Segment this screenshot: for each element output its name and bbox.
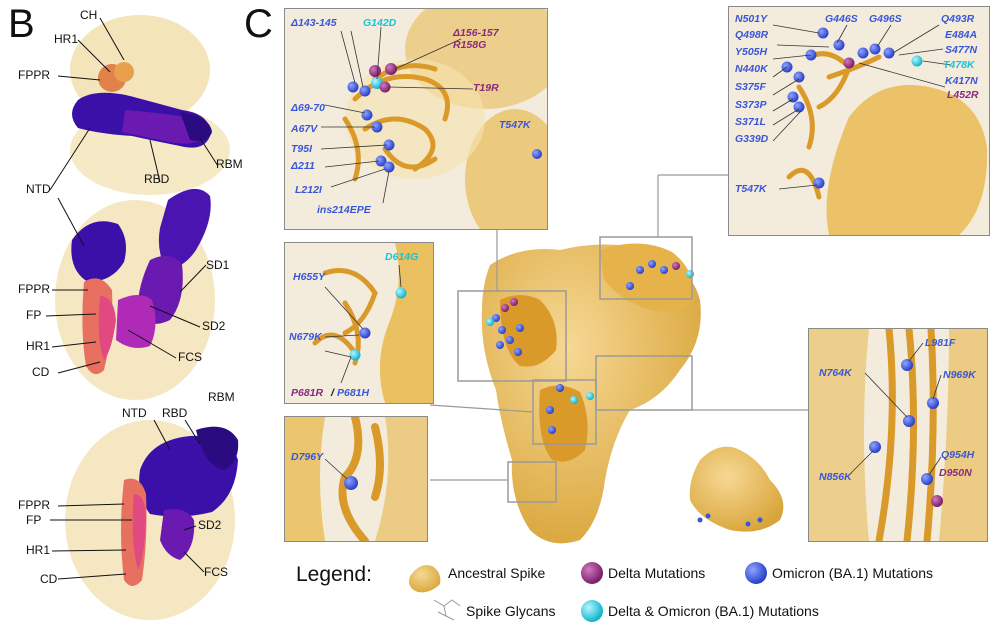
label-cd-bottom: CD (40, 572, 58, 586)
mut-n679k: N679K (289, 331, 322, 343)
label-hr1-mid: HR1 (26, 339, 51, 353)
label-ntd-top: NTD (26, 182, 51, 196)
mini-spike (689, 446, 784, 532)
legend-ancestral-icon (409, 565, 441, 593)
panel-b-mid-structure (55, 188, 215, 400)
label-sd1: SD1 (206, 258, 230, 272)
legend-title: Legend: (296, 563, 372, 586)
panel-b-leader-lines (45, 17, 219, 580)
label-sd2-mid: SD2 (202, 319, 226, 333)
label-hr1-top: HR1 (54, 32, 79, 46)
mut-slash: / (331, 387, 334, 399)
mut-d950n: D950N (939, 467, 972, 479)
mut-a67v: A67V (291, 123, 318, 135)
panel-b-letter: B (8, 2, 35, 46)
cd-zoom-box: D796Y (284, 416, 428, 542)
mut-n501y: N501Y (735, 13, 768, 25)
label-rbd-bottom: RBD (162, 406, 188, 420)
mut-d143-145: Δ143-145 (291, 17, 337, 29)
label-rbm-top: RBM (216, 157, 243, 171)
panel-b-top-structure (70, 15, 230, 195)
mut-g496s: G496S (869, 13, 902, 25)
mut-l452r: L452R (947, 89, 979, 101)
mut-q954h: Q954H (941, 449, 975, 461)
mut-n856k: N856K (819, 471, 852, 483)
label-fp-bottom: FP (26, 513, 42, 527)
mut-g142d: G142D (363, 17, 397, 29)
mut-p681h: P681H (337, 387, 370, 399)
mut-p681r: P681R (291, 387, 324, 399)
mut-s375f: S375F (735, 81, 766, 93)
panel-b-bottom-structure (65, 420, 239, 620)
label-rbd-top: RBD (144, 172, 170, 186)
mut-s477n: S477N (945, 44, 978, 56)
mut-k417n: K417N (945, 75, 978, 87)
mut-n969k: N969K (943, 369, 976, 381)
mut-g339d: G339D (735, 133, 769, 145)
label-ch: CH (80, 8, 98, 22)
label-fppr-top: FPPR (18, 68, 51, 82)
mut-ins214epe: ins214EPE (317, 204, 371, 216)
mut-n440k: N440K (735, 63, 768, 75)
mut-l981f: L981F (925, 337, 956, 349)
label-fppr-bottom: FPPR (18, 498, 51, 512)
ntd-zoom-box: Δ143-145 G142D Δ156-157 R158G T19R Δ69-7… (284, 8, 548, 230)
mut-h655y: H655Y (293, 271, 326, 283)
mut-n764k: N764K (819, 367, 852, 379)
label-fcs-bottom: FCS (204, 565, 228, 579)
legend-ancestral-label: Ancestral Spike (448, 565, 546, 581)
mut-t547k-ntd: T547K (499, 119, 531, 131)
mut-t19r: T19R (473, 82, 499, 94)
mut-d156-157: Δ156-157 (453, 27, 499, 39)
legend-omicron-label: Omicron (BA.1) Mutations (772, 565, 934, 581)
mut-t547k-rbd: T547K (735, 183, 767, 195)
mut-d796y: D796Y (291, 451, 324, 463)
mut-s371l: S371L (735, 116, 766, 128)
sd-zoom-box: D614G H655Y N679K P681R / P681H (284, 242, 434, 404)
mut-g446s: G446S (825, 13, 858, 25)
label-fp-mid: FP (26, 308, 42, 322)
connector-lines (429, 174, 808, 481)
mut-q498r: Q498R (735, 29, 769, 41)
label-rbm-bottom: RBM (208, 390, 235, 404)
legend-delta-icon (581, 562, 603, 584)
label-fppr-mid: FPPR (18, 282, 51, 296)
label-sd2-bottom: SD2 (198, 518, 222, 532)
mut-s373p: S373P (735, 99, 767, 111)
label-fcs-mid: FCS (178, 350, 202, 364)
panel-c-letter: C (244, 2, 273, 46)
label-ntd-bottom: NTD (122, 406, 147, 420)
legend-glycan-icon (433, 599, 461, 621)
legend-both-icon (581, 600, 603, 622)
legend-omicron-icon (745, 562, 767, 584)
legend-both-label: Delta & Omicron (BA.1) Mutations (608, 603, 819, 619)
mut-q493r: Q493R (941, 13, 975, 25)
mut-e484a: E484A (945, 29, 978, 41)
central-spike-mutations (486, 260, 694, 434)
label-cd-mid: CD (32, 365, 50, 379)
label-hr1-bottom: HR1 (26, 543, 51, 557)
mut-y505h: Y505H (735, 46, 768, 58)
mut-t478k: T478K (943, 59, 975, 71)
legend-glycans-label: Spike Glycans (466, 603, 556, 619)
mut-l212i: L212I (295, 184, 322, 196)
rbd-zoom-box: N501Y G446S G496S Q493R Q498R E484A Y505… (728, 6, 990, 236)
mut-t95i: T95I (291, 143, 313, 155)
mut-r158g: R158G (453, 39, 487, 51)
legend-delta-label: Delta Mutations (608, 565, 706, 581)
hr-zoom-box: L981F N764K N969K Q954H N856K D950N (808, 328, 988, 542)
mut-d614g: D614G (385, 251, 419, 263)
mut-d211: Δ211 (291, 160, 315, 172)
central-selection-boxes (457, 236, 693, 503)
mut-d69-70: Δ69-70 (291, 102, 325, 114)
